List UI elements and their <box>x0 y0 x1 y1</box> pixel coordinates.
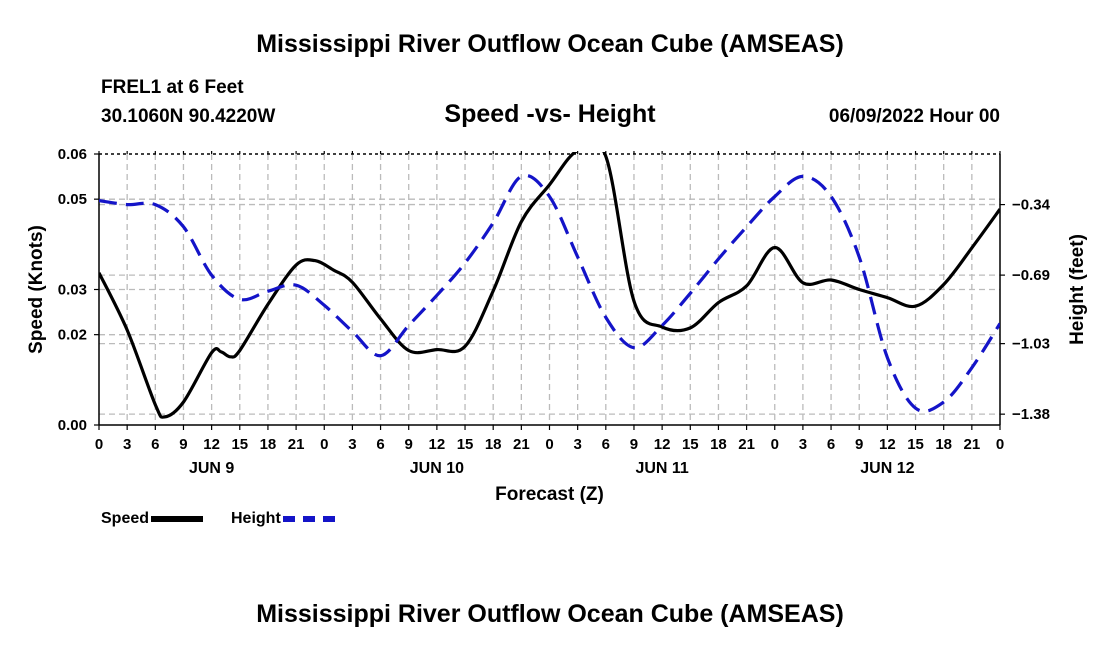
x-axis-label: Forecast (Z) <box>495 484 604 505</box>
y-right-tick-label: −1.38 <box>1012 406 1050 423</box>
x-tick-label: 21 <box>738 436 755 453</box>
x-tick-label: 15 <box>457 436 474 453</box>
x-tick-label: 18 <box>260 436 277 453</box>
x-tick-label: 12 <box>203 436 220 453</box>
x-day-label: JUN 12 <box>860 460 914 477</box>
y-left-tick-label: 0.03 <box>58 282 87 299</box>
x-tick-label: 15 <box>907 436 924 453</box>
x-tick-label: 9 <box>405 436 413 453</box>
legend-height-swatch <box>282 516 335 522</box>
x-tick-label: 21 <box>288 436 305 453</box>
chart-title: Mississippi River Outflow Ocean Cube (AM… <box>256 30 844 58</box>
station-coordinates: 30.1060N 90.4220W <box>101 106 276 127</box>
x-tick-label: 3 <box>348 436 356 453</box>
x-tick-label: 0 <box>996 436 1004 453</box>
x-tick-label: 0 <box>545 436 553 453</box>
y-left-axis-label: Speed (Knots) <box>26 225 47 354</box>
x-tick-label: 12 <box>429 436 446 453</box>
x-tick-label: 9 <box>179 436 187 453</box>
y-right-axis-label: Height (feet) <box>1067 234 1088 345</box>
x-tick-label: 15 <box>682 436 699 453</box>
station-label: FREL1 at 6 Feet <box>101 77 244 98</box>
x-tick-label: 3 <box>123 436 131 453</box>
x-tick-label: 0 <box>320 436 328 453</box>
legend-speed-swatch <box>151 516 204 522</box>
x-tick-label: 12 <box>654 436 671 453</box>
x-tick-label: 18 <box>710 436 727 453</box>
x-tick-label: 3 <box>799 436 807 453</box>
legend-speed: Speed <box>101 510 204 528</box>
y-left-tick-label: 0.05 <box>58 191 87 208</box>
x-tick-label: 3 <box>573 436 581 453</box>
x-tick-label: 15 <box>231 436 248 453</box>
x-tick-label: 6 <box>151 436 159 453</box>
series-line-speed <box>99 152 1000 419</box>
x-tick-label: 21 <box>513 436 530 453</box>
legend-height-label: Height <box>231 510 281 527</box>
x-tick-label: 6 <box>376 436 384 453</box>
x-tick-label: 0 <box>771 436 779 453</box>
y-right-tick-label: −0.34 <box>1012 197 1051 214</box>
y-right-tick-label: −0.69 <box>1012 267 1050 284</box>
x-tick-label: 21 <box>964 436 981 453</box>
x-day-label: JUN 11 <box>635 460 688 477</box>
repeated-chart-title: Mississippi River Outflow Ocean Cube (AM… <box>256 600 844 628</box>
y-left-tick-label: 0.02 <box>58 327 87 344</box>
x-tick-label: 9 <box>855 436 863 453</box>
x-tick-label: 9 <box>630 436 638 453</box>
x-tick-label: 6 <box>827 436 835 453</box>
x-tick-label: 6 <box>602 436 610 453</box>
forecast-datetime: 06/09/2022 Hour 00 <box>828 106 1000 127</box>
legend-speed-label: Speed <box>101 510 150 527</box>
x-day-label: JUN 9 <box>189 460 234 477</box>
y-left-tick-label: 0.00 <box>58 417 87 434</box>
x-tick-label: 18 <box>935 436 952 453</box>
x-day-label: JUN 10 <box>410 460 464 477</box>
chart-subtitle: Speed -vs- Height <box>444 100 656 128</box>
legend-height: Height <box>231 510 335 528</box>
y-left-tick-label: 0.06 <box>58 146 87 163</box>
series-line-height <box>99 173 1000 413</box>
y-right-tick-label: −1.03 <box>1012 336 1050 353</box>
x-tick-label: 0 <box>95 436 103 453</box>
x-tick-label: 12 <box>879 436 896 453</box>
x-tick-label: 18 <box>485 436 502 453</box>
